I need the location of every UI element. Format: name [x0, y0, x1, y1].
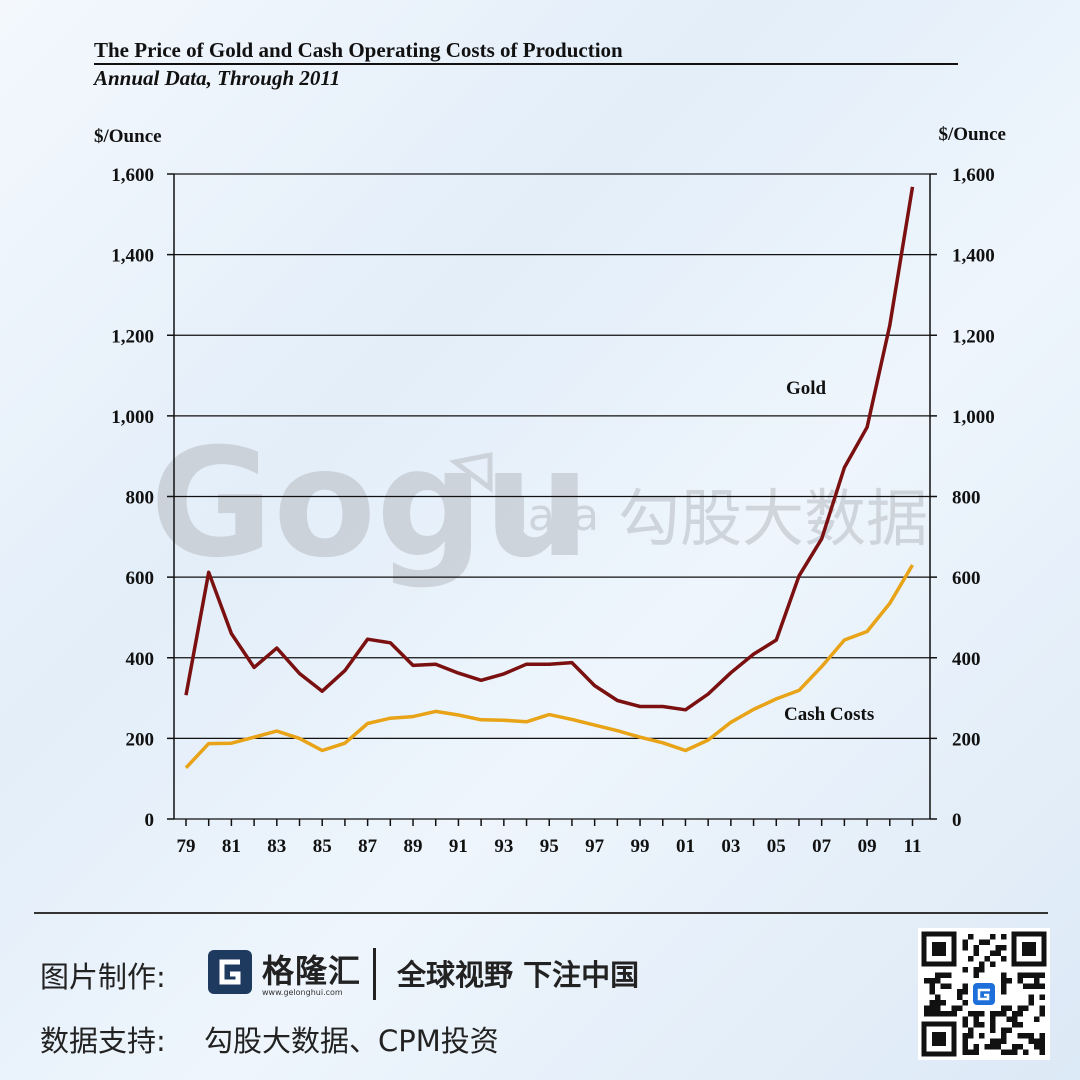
- chart-subtitle: Annual Data, Through 2011: [94, 66, 341, 90]
- y-tick-label-right: 1,200: [952, 326, 995, 347]
- y-tick-label-left: 600: [126, 568, 155, 589]
- x-tick-label: 07: [812, 836, 832, 857]
- series-label-gold: Gold: [786, 378, 827, 399]
- y-tick-label-right: 200: [952, 729, 981, 750]
- series-line-cash-costs: [184, 564, 915, 769]
- right-axis-label: $/Ounce: [938, 124, 1006, 145]
- watermark: Gogu data 勾股大数据: [150, 417, 928, 591]
- x-tick-label: 93: [494, 836, 513, 857]
- y-tick-label-left: 0: [145, 810, 155, 831]
- x-tick-label: 05: [767, 836, 786, 857]
- x-tick-label: 03: [721, 836, 740, 857]
- x-tick-label: 83: [267, 836, 286, 857]
- chart-svg: Gogu data 勾股大数据 0 0 200 200 400 400 600 600 800 8…: [94, 124, 1006, 857]
- x-tick-label: 85: [313, 836, 332, 857]
- y-tick-label-left: 800: [126, 488, 155, 509]
- brand-name: 格隆汇: [262, 952, 362, 990]
- x-tick-label: 89: [404, 836, 423, 857]
- chart-title: The Price of Gold and Cash Operating Cos…: [94, 38, 958, 65]
- x-tick-label: 79: [177, 836, 196, 857]
- x-tick-label: 91: [449, 836, 468, 857]
- x-tick-label: 01: [676, 836, 695, 857]
- watermark-suffix: data: [500, 490, 599, 541]
- x-tick-label: 81: [222, 836, 241, 857]
- footer-divider: [34, 912, 1048, 914]
- y-tick-label-left: 1,600: [111, 165, 154, 186]
- source-label: 数据支持:: [40, 1024, 166, 1058]
- y-tick-label-right: 400: [952, 649, 981, 670]
- y-tick-label-left: 400: [126, 649, 155, 670]
- x-tick-label: 11: [904, 836, 922, 857]
- brand-url: www.gelonghui.com: [262, 988, 343, 997]
- x-tick-label: 97: [585, 836, 605, 857]
- watermark-cn: 勾股大数据: [618, 482, 928, 555]
- y-tick-label-right: 1,400: [952, 246, 995, 267]
- source-text: 勾股大数据、CPM投资: [204, 1024, 499, 1058]
- axes: 0 0 200 200 400 400 600 600 800 800 1,000 1,000 1,20…: [111, 165, 995, 857]
- gelonghui-logo-icon: [208, 950, 252, 994]
- y-tick-label-left: 1,000: [111, 407, 154, 428]
- y-tick-label-left: 1,200: [111, 326, 154, 347]
- made-by-label: 图片制作:: [40, 960, 166, 994]
- y-tick-label-left: 200: [126, 729, 155, 750]
- series-layer: [184, 186, 915, 769]
- x-tick-label: 09: [858, 836, 877, 857]
- brand-slogan: 全球视野 下注中国: [397, 958, 640, 992]
- grid-lines: [174, 173, 930, 820]
- qr-code-icon[interactable]: [918, 928, 1050, 1060]
- y-tick-label-right: 1,000: [952, 407, 995, 428]
- y-tick-label-right: 0: [952, 810, 962, 831]
- x-tick-label: 99: [631, 836, 650, 857]
- x-tick-label: 95: [540, 836, 559, 857]
- left-axis-label: $/Ounce: [94, 126, 162, 147]
- brand-separator: [373, 948, 376, 1000]
- watermark-brand: Gogu: [150, 417, 590, 591]
- watermark-accent-icon: [448, 451, 493, 493]
- y-tick-label-left: 1,400: [111, 246, 154, 267]
- y-tick-label-right: 600: [952, 568, 981, 589]
- x-tick-label: 87: [358, 836, 378, 857]
- y-tick-label-right: 1,600: [952, 165, 995, 186]
- series-line-gold: [184, 186, 915, 712]
- y-tick-label-right: 800: [952, 488, 981, 509]
- series-label-cash-costs: Cash Costs: [784, 704, 874, 725]
